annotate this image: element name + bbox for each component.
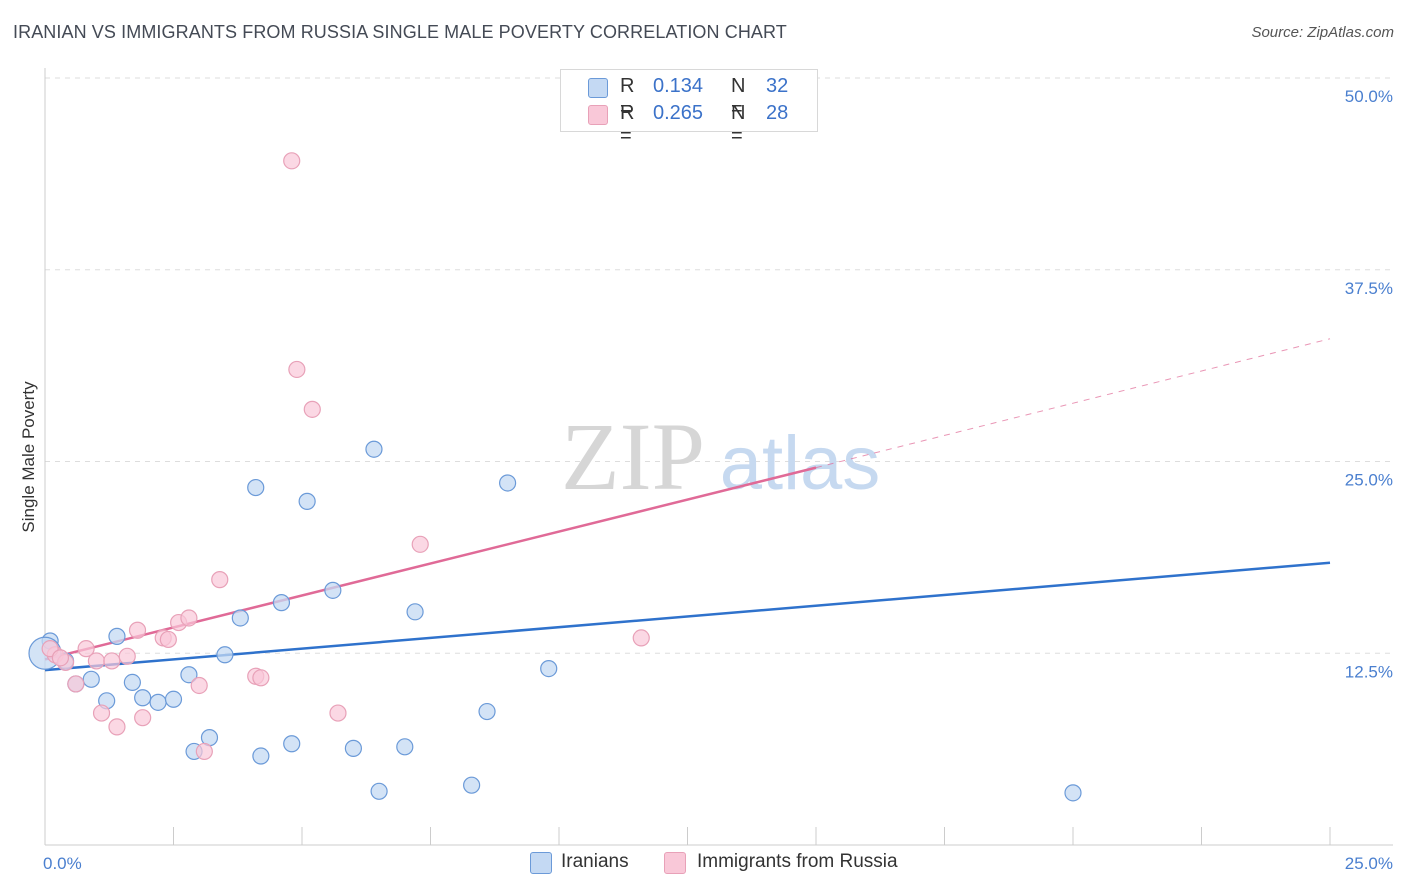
point-russia xyxy=(252,669,270,687)
point-iranians xyxy=(82,670,100,688)
point-russia xyxy=(411,535,429,553)
legend-n-value: 32 xyxy=(766,75,789,97)
point-iranians xyxy=(231,609,249,627)
source-label: Source: ZipAtlas.com xyxy=(1251,24,1394,41)
point-iranians xyxy=(396,738,414,756)
watermark-zip: ZIP xyxy=(561,403,705,510)
point-russia xyxy=(303,400,321,418)
y-tick-label: 37.5% xyxy=(1345,279,1393,298)
point-iranians xyxy=(1064,784,1082,802)
point-iranians xyxy=(134,689,152,707)
point-iranians xyxy=(499,474,517,492)
tick-labels: 12.5% 25.0% 37.5% 50.0% 0.0% 25.0% xyxy=(43,87,1393,873)
y-tick-label: 12.5% xyxy=(1345,662,1393,681)
trend-line-iranians xyxy=(44,561,1331,672)
point-russia xyxy=(180,609,198,627)
point-russia xyxy=(211,571,229,589)
legend-n-value: 28 xyxy=(766,102,789,124)
point-russia xyxy=(67,675,85,693)
point-iranians xyxy=(149,693,167,711)
point-iranians xyxy=(252,747,270,765)
data-points xyxy=(28,152,1082,802)
point-iranians xyxy=(463,776,481,794)
point-iranians xyxy=(406,603,424,621)
point-russia xyxy=(632,629,650,647)
point-iranians xyxy=(540,659,558,678)
point-iranians xyxy=(164,690,183,708)
legend-r-label: R = xyxy=(620,102,635,147)
point-iranians xyxy=(365,440,383,458)
point-iranians xyxy=(478,702,496,721)
watermark: ZIP atlas xyxy=(561,403,880,510)
point-russia xyxy=(87,652,106,670)
point-russia xyxy=(92,704,111,722)
point-iranians xyxy=(216,646,234,664)
point-iranians xyxy=(344,739,362,757)
point-russia xyxy=(118,647,136,665)
correlation-legend: R = 0.134 N = 32 R = 0.265 N = 28 xyxy=(560,69,818,147)
watermark-atlas: atlas xyxy=(720,421,881,506)
point-iranians xyxy=(298,492,316,510)
point-russia xyxy=(283,152,301,170)
legend-label-russia: Immigrants from Russia xyxy=(697,851,898,872)
point-russia xyxy=(51,649,70,667)
x-tick-label: 0.0% xyxy=(43,854,82,873)
point-russia xyxy=(108,718,126,736)
point-russia xyxy=(190,676,208,695)
point-iranians xyxy=(370,782,388,800)
axes xyxy=(44,68,1393,846)
point-iranians xyxy=(180,666,198,684)
point-iranians xyxy=(272,594,291,612)
chart-title: IRANIAN VS IMMIGRANTS FROM RUSSIA SINGLE… xyxy=(13,22,787,42)
point-russia xyxy=(134,709,152,727)
trend-line-russia-projection xyxy=(815,338,1331,469)
grid-lines xyxy=(45,77,1393,654)
point-russia xyxy=(77,640,95,658)
point-iranians xyxy=(283,735,301,753)
legend-n-label: N = xyxy=(731,102,746,147)
legend-label-iranians: Iranians xyxy=(561,851,629,872)
legend-swatch-iranians xyxy=(530,852,552,874)
y-tick-label: 25.0% xyxy=(1345,471,1393,490)
point-russia xyxy=(128,621,147,639)
point-russia xyxy=(288,360,306,379)
legend-r-value: 0.134 xyxy=(653,75,704,97)
legend-n-label: N = xyxy=(731,75,746,120)
y-tick-label: 50.0% xyxy=(1345,87,1393,106)
x-tick-label: 25.0% xyxy=(1345,854,1393,873)
point-russia xyxy=(159,630,177,649)
legend-swatch-pink xyxy=(588,105,608,125)
legend-r-value: 0.265 xyxy=(653,102,704,124)
legend-swatch-russia xyxy=(664,852,686,874)
point-russia xyxy=(195,742,213,761)
legend-r-label: R = xyxy=(620,75,635,120)
legend-swatch-blue xyxy=(588,78,608,98)
point-iranians xyxy=(247,478,265,497)
point-iranians xyxy=(123,673,141,691)
point-iranians xyxy=(324,581,342,599)
point-russia xyxy=(329,704,347,722)
point-iranians xyxy=(108,627,126,645)
point-russia xyxy=(103,652,121,670)
y-axis-label: Single Male Poverty xyxy=(19,381,38,533)
